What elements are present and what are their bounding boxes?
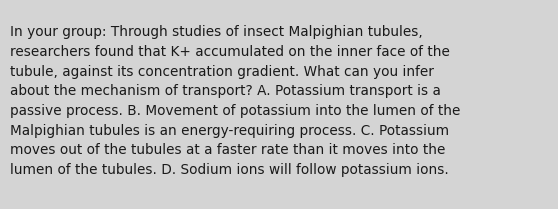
- Text: In your group: Through studies of insect Malpighian tubules,
researchers found t: In your group: Through studies of insect…: [10, 25, 460, 177]
